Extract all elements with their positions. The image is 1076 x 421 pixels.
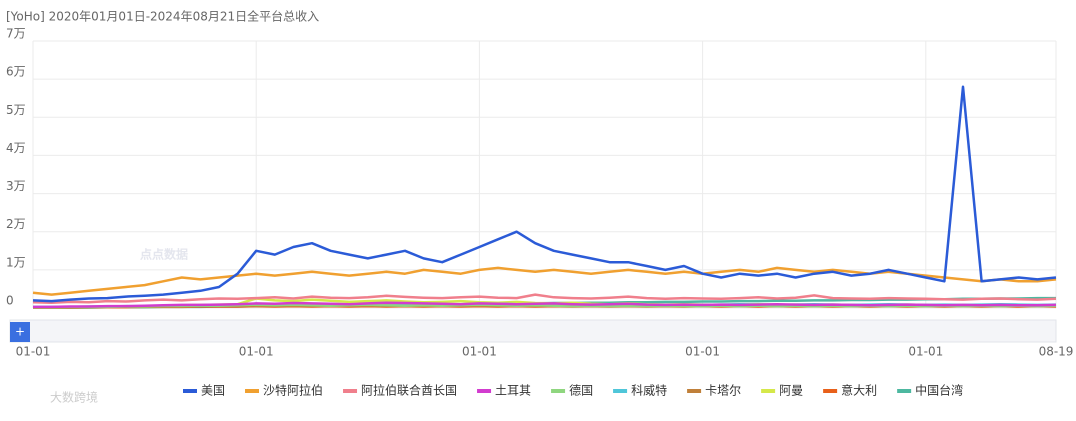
legend-label: 意大利 bbox=[841, 383, 877, 398]
watermark: 点点数据 bbox=[140, 247, 188, 262]
legend-label: 阿曼 bbox=[779, 384, 803, 398]
y-tick-label: 1万 bbox=[6, 255, 26, 269]
x-tick-label: 01-01 bbox=[239, 345, 274, 359]
series-line bbox=[32, 293, 1057, 304]
y-tick-label: 4万 bbox=[6, 141, 26, 155]
y-tick-label: 5万 bbox=[6, 103, 26, 117]
zoom-button[interactable] bbox=[10, 322, 30, 342]
legend-label: 沙特阿拉伯 bbox=[263, 383, 323, 398]
series-line bbox=[32, 266, 1057, 296]
legend-label: 土耳其 bbox=[495, 384, 531, 398]
x-tick-label: 01-01 bbox=[16, 345, 51, 359]
x-tick-label: 08-19 bbox=[1039, 345, 1074, 359]
legend-label: 中国台湾 bbox=[915, 383, 963, 398]
zoom-icon: + bbox=[15, 325, 25, 339]
watermark: 大数跨境 bbox=[50, 390, 98, 405]
y-tick-label: 7万 bbox=[6, 27, 26, 41]
y-tick-label: 6万 bbox=[6, 65, 26, 79]
y-tick-label: 3万 bbox=[6, 179, 26, 193]
x-tick-label: 01-01 bbox=[908, 345, 943, 359]
x-tick-label: 01-01 bbox=[685, 345, 720, 359]
chart-title: [YoHo] 2020年01月01日-2024年08月21日全平台总收入 bbox=[6, 9, 319, 24]
legend-label: 科威特 bbox=[631, 383, 667, 398]
zoom-slider[interactable] bbox=[9, 319, 1057, 343]
y-tick-label: 0 bbox=[6, 294, 14, 308]
series-line bbox=[33, 301, 1057, 309]
x-tick-label: 01-01 bbox=[462, 345, 497, 359]
legend-label: 美国 bbox=[201, 384, 225, 398]
legend-label: 阿拉伯联合酋长国 bbox=[361, 383, 457, 398]
y-tick-label: 2万 bbox=[6, 217, 26, 231]
legend-label: 德国 bbox=[569, 383, 593, 398]
legend-label: 卡塔尔 bbox=[705, 383, 741, 398]
series-line bbox=[32, 85, 1057, 303]
